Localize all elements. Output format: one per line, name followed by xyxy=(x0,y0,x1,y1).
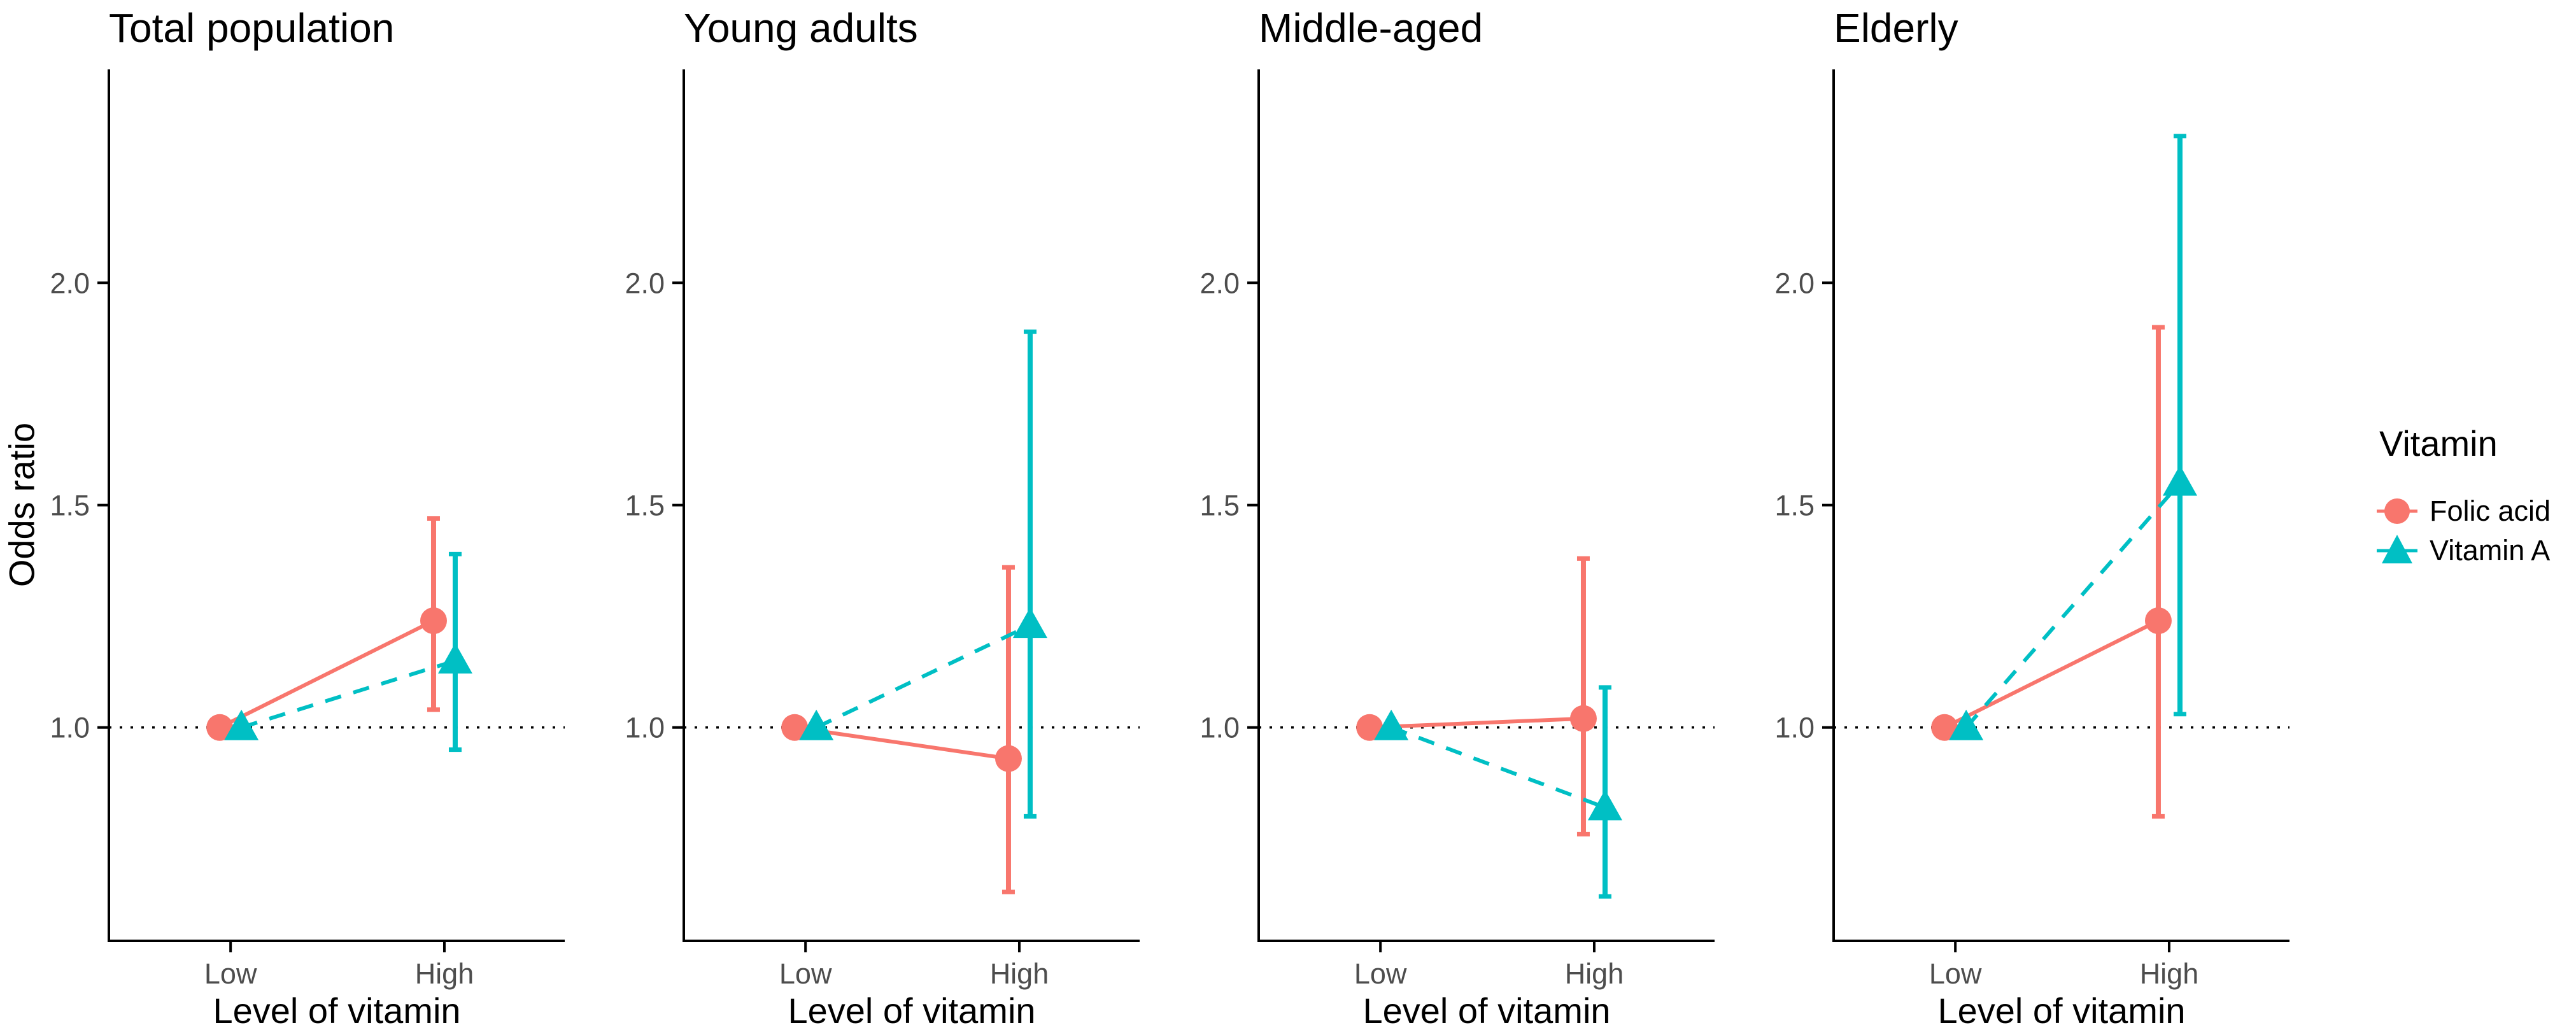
y-tick-label: 2.0 xyxy=(625,267,665,299)
legend-key-triangle-icon xyxy=(2377,535,2417,563)
series-line-vitamin-a xyxy=(1391,725,1606,810)
x-tick-label: Low xyxy=(1354,957,1407,990)
folic-acid-point xyxy=(2144,607,2172,635)
legend-item: Vitamin A xyxy=(2375,531,2551,570)
y-tick-label: 2.0 xyxy=(50,267,90,299)
facet-panels-row: Total population 1.0 1.5 2.0 Low High Level of… xyxy=(43,0,2343,1030)
facet-title: Elderly xyxy=(1834,5,1958,51)
facet-title: Middle-aged xyxy=(1259,5,1483,51)
folic-acid-point xyxy=(1569,705,1597,732)
x-tick-label: Low xyxy=(204,957,257,990)
legend-circle-marker xyxy=(2384,498,2410,524)
series-line-folic-acid xyxy=(1369,716,1584,730)
vitamin-a-point xyxy=(1949,709,1984,740)
x-axis-title: Level of vitamin xyxy=(213,991,460,1030)
series-line-vitamin-a xyxy=(815,623,1031,730)
vitamin-a-point xyxy=(437,642,472,674)
legend-item-label: Folic acid xyxy=(2430,495,2551,527)
folic-acid-point xyxy=(420,607,447,635)
facet-panel: Middle-aged 1.0 1.5 2.0 Low High Level of vita… xyxy=(1193,0,1768,1030)
vitamin-a-point xyxy=(799,709,834,740)
y-tick-label: 1.5 xyxy=(625,490,665,522)
series-line-vitamin-a xyxy=(241,659,456,730)
y-tick-label: 1.0 xyxy=(625,712,665,744)
x-tick-label: High xyxy=(415,957,474,990)
facet-title: Total population xyxy=(109,5,394,51)
series-line-vitamin-a xyxy=(1964,481,2182,729)
y-tick-label: 1.5 xyxy=(50,490,90,522)
y-tick-label: 2.0 xyxy=(1200,267,1240,299)
vitamin-a-point xyxy=(1587,789,1622,821)
y-tick-label: 1.0 xyxy=(50,712,90,744)
y-axis-title: Odds ratio xyxy=(1,422,42,588)
facet-title: Young adults xyxy=(684,5,918,51)
vitamin-a-point xyxy=(2162,465,2197,496)
folic-acid-point xyxy=(1931,714,1958,741)
x-axis-title: Level of vitamin xyxy=(1937,991,2185,1030)
folic-acid-point xyxy=(1356,714,1384,741)
vitamin-a-point xyxy=(1012,607,1047,638)
x-tick-label: Low xyxy=(779,957,832,990)
facet-panel: Total population 1.0 1.5 2.0 Low High Level of… xyxy=(43,0,618,1030)
y-tick-label: 1.5 xyxy=(1774,490,1815,522)
x-tick-label: Low xyxy=(1929,957,1982,990)
x-axis-title: Level of vitamin xyxy=(1362,991,1610,1030)
legend-triangle-marker xyxy=(2382,535,2412,563)
x-tick-label: High xyxy=(2140,957,2199,990)
series-line-folic-acid xyxy=(218,619,435,730)
folic-acid-point xyxy=(994,745,1022,772)
legend-items: Folic acid Vitamin A xyxy=(2375,491,2551,570)
series-line-folic-acid xyxy=(1943,619,2160,730)
y-tick-label: 2.0 xyxy=(1774,267,1815,299)
y-tick-label: 1.0 xyxy=(1200,712,1240,744)
facet-panel: Young adults 1.0 1.5 2.0 Low High Level of vit… xyxy=(618,0,1193,1030)
vitamin-a-point xyxy=(1374,709,1409,740)
series-line-folic-acid xyxy=(794,725,1009,761)
legend-key-circle-icon xyxy=(2377,498,2417,524)
y-tick-label: 1.0 xyxy=(1774,712,1815,744)
folic-acid-point xyxy=(206,714,234,741)
x-axis-title: Level of vitamin xyxy=(788,991,1035,1030)
legend-title: Vitamin xyxy=(2379,423,2498,463)
x-tick-label: High xyxy=(1565,957,1624,990)
folic-acid-point xyxy=(781,714,809,741)
legend-item-label: Vitamin A xyxy=(2430,534,2551,567)
vitamin-a-point xyxy=(224,709,259,740)
legend-item: Folic acid xyxy=(2375,491,2551,531)
facet-panel: Elderly 1.0 1.5 2.0 Low High Level of vitamin xyxy=(1768,0,2343,1030)
legend: Vitamin Folic acid Vitamin A xyxy=(2343,0,2576,1030)
x-tick-label: High xyxy=(990,957,1049,990)
y-tick-label: 1.5 xyxy=(1200,490,1240,522)
